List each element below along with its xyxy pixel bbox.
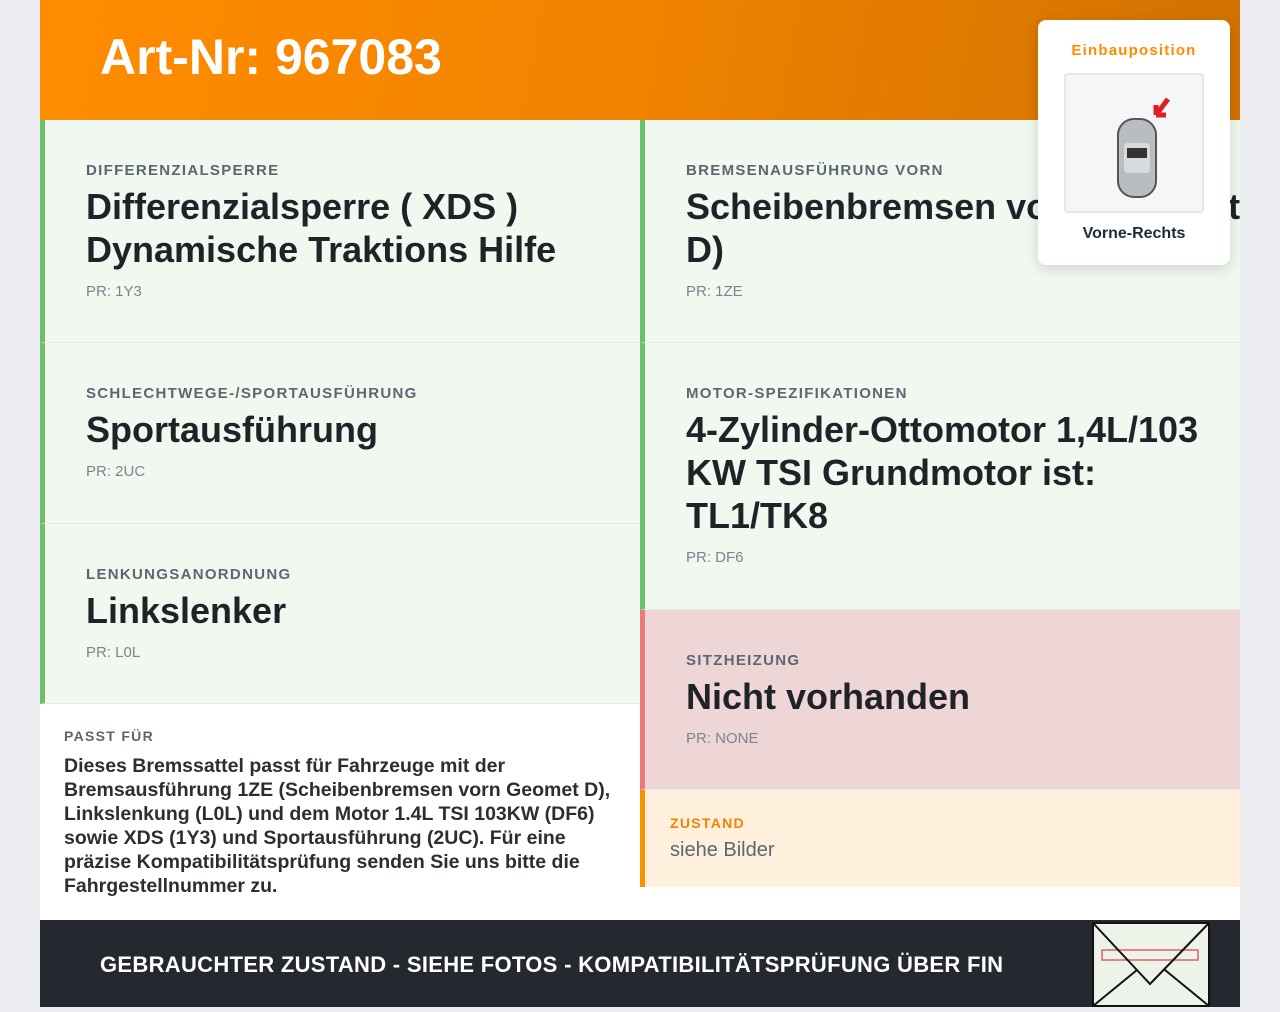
install-position-label: Einbauposition (1071, 42, 1197, 59)
arrow-icon (1153, 97, 1170, 118)
compatibility-section: Passt für Dieses Bremssattel passt für F… (40, 704, 640, 920)
spec-pr-code: PR: DF6 (686, 549, 744, 566)
vin-envelope-image (1092, 922, 1210, 1007)
spec-label: Motor-Spezifikationen (686, 385, 908, 402)
car-position-image (1064, 73, 1204, 213)
spec-label: Differenzialsperre (86, 162, 280, 179)
spec-card-lenkung: Lenkungsanordnung Linkslenker PR: L0L (40, 524, 640, 704)
car-top-view-icon (1117, 97, 1170, 198)
spec-card-motor: Motor-Spezifikationen 4-Zylinder-Ottomot… (640, 343, 1240, 610)
spec-value: Differenzialsperre ( XDS ) Dynamische Tr… (86, 186, 557, 270)
spec-label: Lenkungsanordnung (86, 566, 292, 583)
spec-pr-code: PR: NONE (686, 730, 759, 747)
install-position-value: Vorne-Rechts (1082, 225, 1186, 242)
spec-value: Sportausführung (86, 409, 378, 450)
spec-pr-code: PR: L0L (86, 644, 141, 661)
condition-value: siehe Bilder (670, 839, 775, 861)
spec-value: Nicht vorhanden (686, 676, 971, 717)
page: Art-Nr: 967083 Differenzialsperre Differ… (40, 0, 1240, 1007)
spec-pr-code: PR: 2UC (86, 463, 146, 480)
footer-text: GEBRAUCHTER ZUSTAND - SIEHE FOTOS - KOMP… (100, 952, 1004, 977)
install-position-card: Einbauposition Vorne-Rechts (1038, 20, 1230, 265)
spec-label: Sitzheizung (686, 652, 801, 669)
compatibility-text: Dieses Bremssattel passt für Fahrzeuge m… (64, 755, 611, 897)
condition-card: Zustand siehe Bilder (640, 790, 1240, 887)
spec-pr-code: PR: 1ZE (686, 283, 743, 300)
spec-card-differenzialsperre: Differenzialsperre Differenzialsperre ( … (40, 120, 640, 343)
article-number-title: Art-Nr: 967083 (100, 29, 442, 85)
spec-label: Schlechtwege-/Sportausführung (86, 385, 418, 402)
footer-banner: GEBRAUCHTER ZUSTAND - SIEHE FOTOS - KOMP… (40, 920, 1240, 1007)
spec-label: Bremsenausführung vorn (686, 162, 944, 179)
condition-label: Zustand (670, 815, 745, 831)
compatibility-label: Passt für (64, 728, 154, 744)
envelope-icon (1092, 922, 1210, 1007)
spec-value: Linkslenker (86, 590, 287, 631)
spec-value: 4-Zylinder-Ottomotor 1,4L/103 KW TSI Gru… (686, 409, 1199, 536)
spec-pr-code: PR: 1Y3 (86, 283, 142, 300)
spec-card-sportausfuehrung: Schlechtwege-/Sportausführung Sportausfü… (40, 343, 640, 524)
spec-card-sitzheizung: Sitzheizung Nicht vorhanden PR: NONE (640, 610, 1240, 790)
